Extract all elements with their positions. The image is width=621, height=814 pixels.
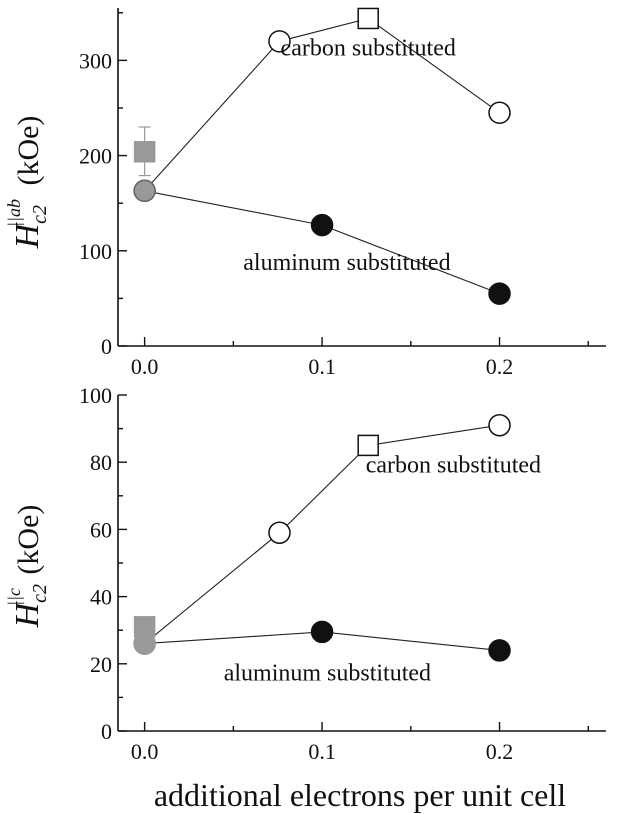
- x-tick-label: 0.2: [486, 354, 514, 379]
- y-tick-label: 80: [90, 450, 112, 475]
- x-axis-title: additional electrons per unit cell: [154, 777, 566, 813]
- series-label: carbon substituted: [366, 452, 541, 478]
- y-tick-label: 100: [79, 383, 112, 408]
- y-axis-title: Hc2||ab (kOe): [4, 116, 51, 250]
- x-tick-label: 0.2: [486, 739, 514, 764]
- data-point-circle: [133, 179, 156, 203]
- y-tick-label: 0: [101, 719, 112, 744]
- y-axis-title: Hc2||c (kOe): [4, 505, 51, 629]
- y-tick-label: 300: [79, 48, 112, 73]
- data-point-circle: [310, 620, 334, 644]
- data-point-circle: [488, 639, 511, 662]
- series-line: [144, 190, 500, 295]
- x-tick-label: 0.1: [308, 739, 336, 764]
- x-tick-label: 0.1: [308, 354, 336, 379]
- data-point-circle: [488, 282, 511, 305]
- data-point-square: [357, 434, 379, 457]
- data-point-circle: [488, 101, 511, 124]
- y-tick-label: 200: [79, 144, 112, 169]
- data-point-circle: [310, 213, 334, 237]
- upper-panel-hc2-ab: 0 100 200 300 0.0 0.1 0.2 carbon substituted alu…: [4, 7, 606, 379]
- y-tick-label: 40: [90, 585, 112, 610]
- x-tick-label: 0.0: [131, 354, 159, 379]
- series-label: aluminum substituted: [224, 661, 431, 687]
- y-tick-label: 100: [79, 239, 112, 264]
- data-point-square: [133, 616, 156, 638]
- x-tick-label: 0.0: [131, 739, 159, 764]
- series-label: carbon substituted: [281, 36, 456, 62]
- data-point-circle: [268, 30, 291, 53]
- y-tick-label: 0: [101, 334, 112, 359]
- data-point-circle: [268, 521, 291, 545]
- y-tick-label: 20: [90, 652, 112, 677]
- data-point-square: [133, 141, 156, 163]
- lower-panel-hc2-c: 0 20 40 60 80 100 0.0 0.1 0.2 carbon substituted a…: [4, 383, 606, 764]
- series-label: aluminum substituted: [243, 250, 450, 276]
- series-line: [144, 424, 500, 645]
- data-point-square: [357, 7, 379, 30]
- series-line: [144, 17, 500, 192]
- data-point-circle: [488, 413, 511, 437]
- y-tick-label: 60: [90, 517, 112, 542]
